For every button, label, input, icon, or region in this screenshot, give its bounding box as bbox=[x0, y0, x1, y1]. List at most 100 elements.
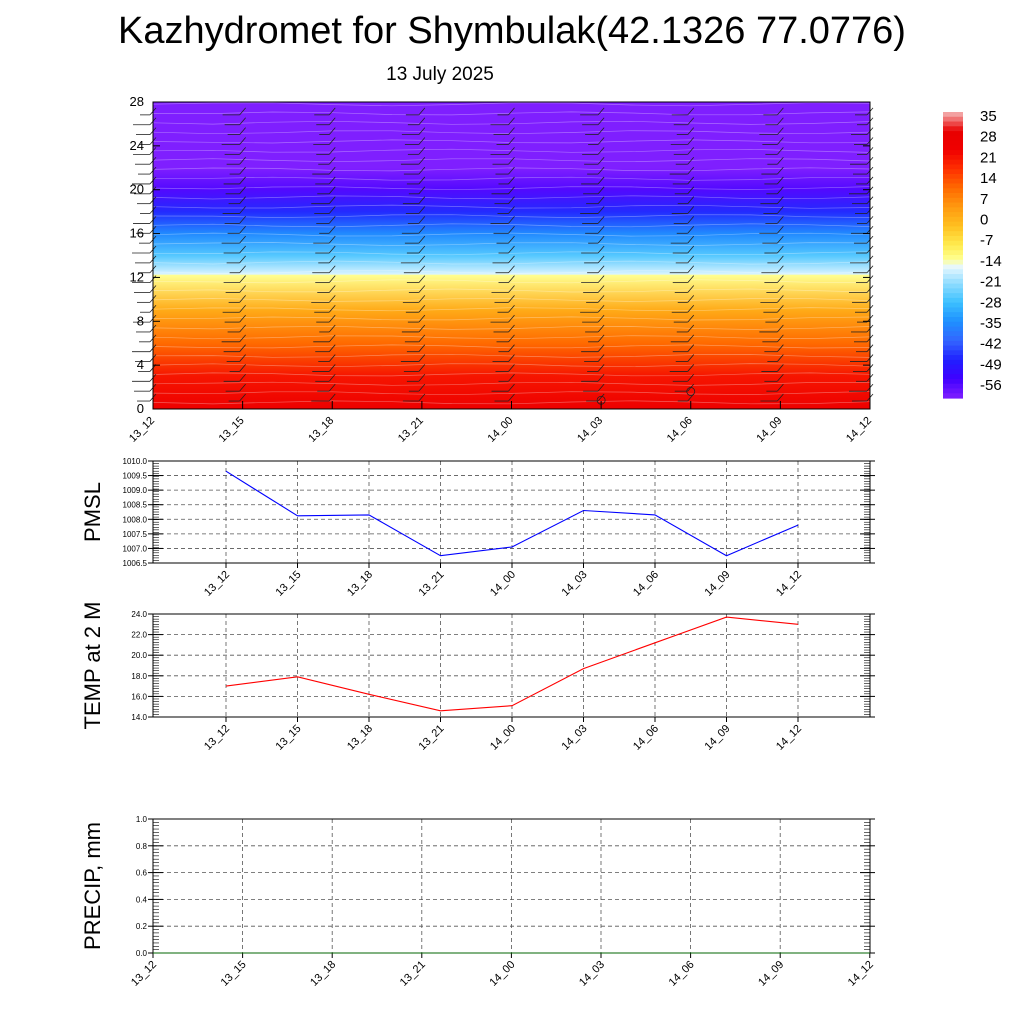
wind-barb bbox=[766, 186, 784, 195]
contour-line bbox=[152, 381, 870, 386]
wind-barb bbox=[498, 374, 515, 382]
x-tick-label: 13_21 bbox=[417, 723, 447, 753]
wind-barb bbox=[312, 265, 336, 274]
wind-barb bbox=[676, 324, 695, 333]
wind-barb bbox=[403, 265, 426, 274]
colorbar-cell bbox=[943, 340, 963, 347]
colorbar-cell bbox=[943, 135, 963, 142]
wind-barb bbox=[313, 235, 336, 244]
wind-barb bbox=[314, 206, 336, 214]
colorbar-cell bbox=[943, 269, 963, 275]
wind-barb bbox=[227, 324, 246, 333]
colorbar-cell bbox=[943, 293, 963, 299]
wind-barb bbox=[498, 245, 515, 254]
colorbar-cell bbox=[943, 274, 963, 280]
wind-barb bbox=[494, 295, 515, 303]
colorbar-cell bbox=[943, 255, 963, 261]
wind-barb bbox=[675, 156, 695, 165]
wind-barb bbox=[493, 127, 515, 136]
contour-line bbox=[152, 204, 871, 209]
wind-barb bbox=[229, 265, 246, 274]
contour-line bbox=[152, 353, 871, 358]
wind-barb bbox=[494, 196, 515, 205]
wind-barb bbox=[313, 137, 336, 145]
wind-barb bbox=[582, 147, 605, 155]
wind-barb bbox=[675, 354, 695, 362]
wind-barb bbox=[132, 245, 157, 254]
wind-barb bbox=[221, 235, 246, 244]
colorbar-cell bbox=[943, 169, 963, 175]
colorbar-cell bbox=[943, 164, 963, 170]
y-tick-label: 1010.0 bbox=[123, 457, 148, 466]
wind-barb bbox=[765, 117, 784, 126]
colorbar-cell bbox=[943, 307, 963, 313]
y-tick-label: 1009.0 bbox=[123, 486, 148, 495]
wind-barb bbox=[402, 393, 426, 402]
wind-barb bbox=[587, 265, 605, 274]
wind-barb bbox=[669, 364, 695, 372]
wind-barb bbox=[759, 127, 784, 136]
x-tick-label: 14_09 bbox=[756, 959, 786, 989]
wind-barb bbox=[766, 383, 784, 392]
wind-barb bbox=[229, 364, 246, 372]
wind-barb bbox=[313, 334, 336, 343]
wind-barb bbox=[404, 235, 426, 244]
contour-line bbox=[152, 130, 871, 135]
wind-barb bbox=[765, 147, 784, 155]
wind-barb bbox=[497, 107, 515, 116]
y-tick-label: 14.0 bbox=[131, 713, 147, 722]
wind-barb bbox=[767, 354, 784, 362]
colorbar-cell bbox=[943, 359, 963, 366]
wind-barb bbox=[675, 255, 695, 264]
x-tick-label: 13_12 bbox=[202, 723, 232, 753]
wind-barb bbox=[581, 176, 605, 185]
chart-title: Kazhydromet for Shymbulak(42.1326 77.077… bbox=[118, 10, 906, 52]
wind-barb bbox=[407, 117, 426, 126]
wind-barb bbox=[407, 314, 426, 323]
x-tick-label: 14_00 bbox=[486, 415, 516, 445]
colorbar-cell bbox=[943, 374, 963, 380]
wind-barb bbox=[223, 176, 246, 185]
wind-barb bbox=[584, 255, 605, 264]
wind-barb bbox=[498, 344, 515, 353]
colorbar-label: -7 bbox=[980, 232, 993, 249]
wind-barb bbox=[583, 186, 605, 195]
y-tick-label: 1.0 bbox=[136, 815, 148, 824]
wind-barb bbox=[581, 245, 605, 254]
colorbar-cell bbox=[943, 188, 963, 194]
y-tick-label: 0.6 bbox=[136, 869, 148, 878]
wind-barb bbox=[765, 216, 784, 224]
wind-barb bbox=[581, 374, 605, 382]
wind-barb bbox=[408, 285, 426, 293]
colorbar-cell bbox=[943, 393, 963, 399]
wind-barb bbox=[406, 344, 426, 353]
y-tick-label: 24.0 bbox=[131, 610, 147, 619]
wind-barb bbox=[311, 196, 336, 205]
wind-barb bbox=[762, 235, 784, 244]
x-tick-label: 13_15 bbox=[219, 959, 249, 989]
contour-line bbox=[152, 279, 871, 284]
colorbar-label: 21 bbox=[980, 149, 997, 166]
heatmap-field bbox=[153, 102, 870, 409]
wind-barb bbox=[493, 324, 515, 333]
chart-subtitle: 13 July 2025 bbox=[386, 64, 494, 85]
x-tick-label: 14_06 bbox=[667, 959, 697, 989]
wind-barb bbox=[580, 107, 605, 116]
colorbar-cell bbox=[943, 116, 963, 123]
wind-barb bbox=[226, 156, 246, 165]
x-tick-label: 14_00 bbox=[488, 569, 518, 599]
colorbar-cell bbox=[943, 245, 963, 251]
y-tick-label: 12 bbox=[130, 269, 144, 284]
wind-barb bbox=[672, 176, 695, 185]
wind-barb bbox=[676, 127, 695, 136]
wind-barb bbox=[492, 156, 515, 165]
y-tick-label: 20.0 bbox=[131, 651, 147, 660]
wind-barb bbox=[223, 275, 246, 284]
wind-barb bbox=[677, 196, 695, 205]
y-tick-label: 0.0 bbox=[136, 949, 148, 958]
wind-barb bbox=[316, 216, 336, 224]
x-tick-label: 13_18 bbox=[345, 723, 375, 753]
wind-barb bbox=[497, 206, 515, 214]
x-tick-label: 14_12 bbox=[774, 723, 804, 753]
